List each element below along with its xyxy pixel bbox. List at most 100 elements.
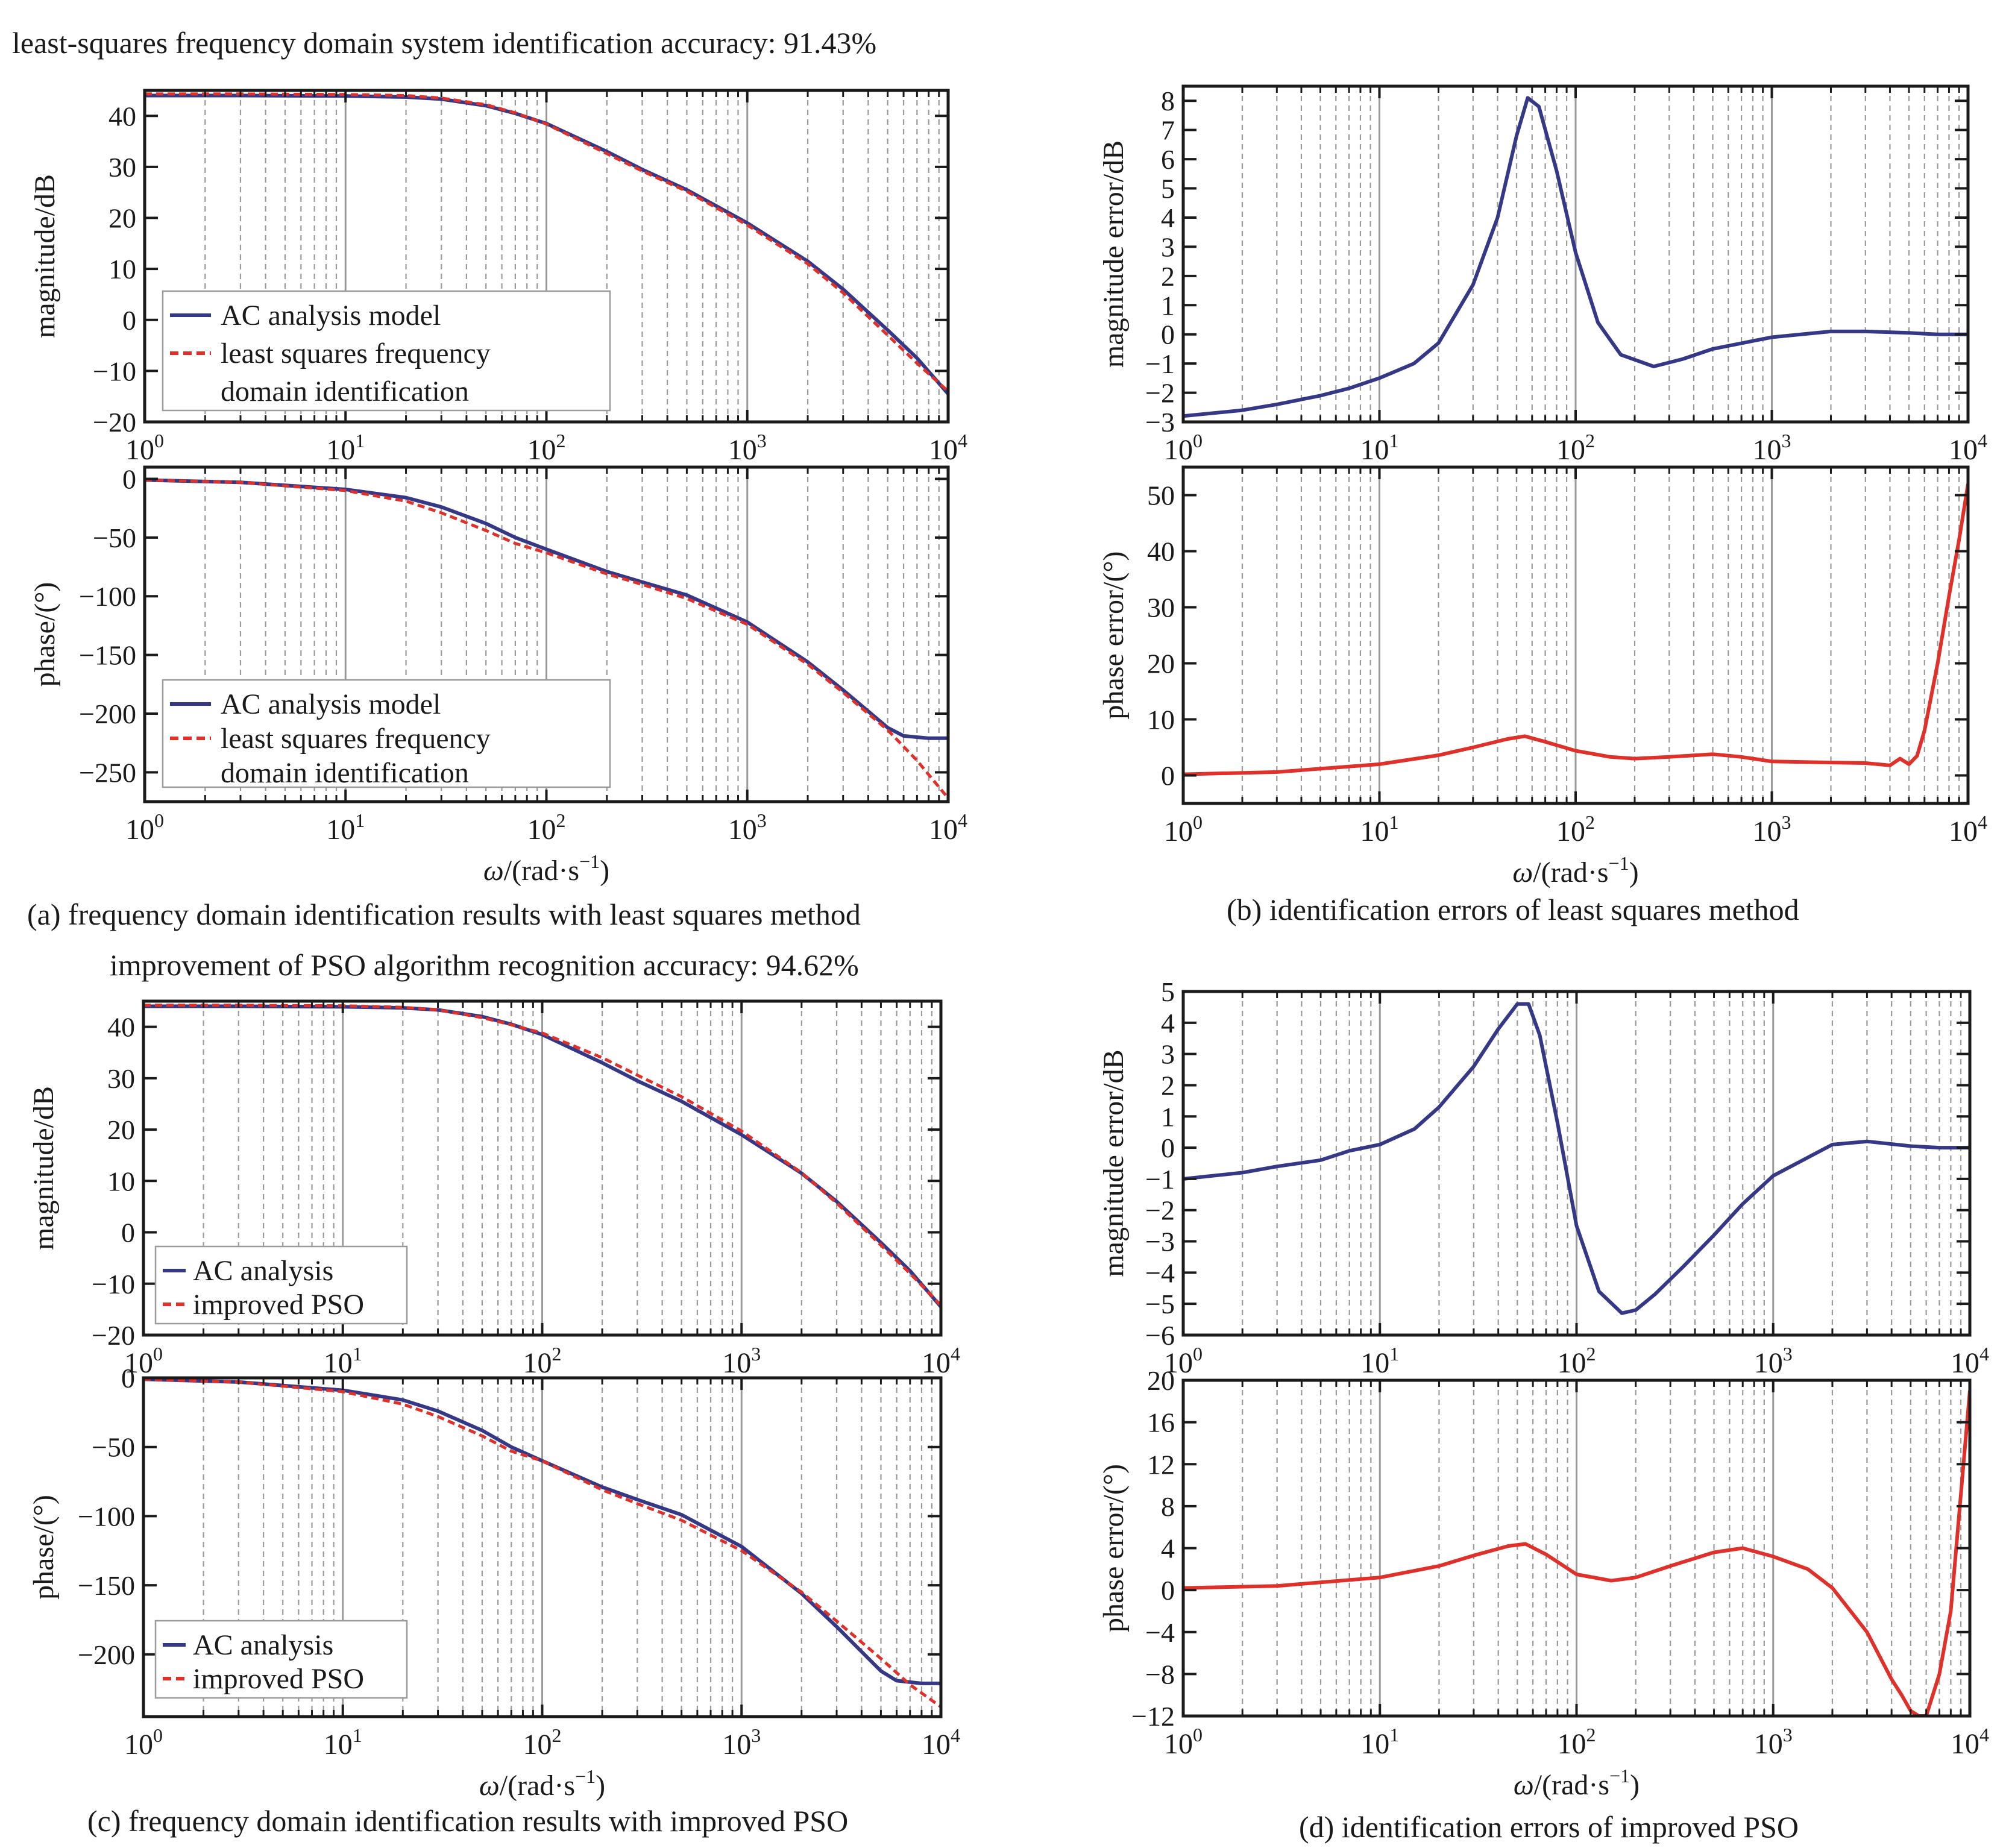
x-tick-exponent: 0: [154, 430, 164, 451]
y-tick-label: 20: [107, 1114, 135, 1145]
y-tick-label: −3: [1145, 407, 1175, 438]
y-tick-label: −12: [1131, 1701, 1175, 1732]
x-tick-label: 101: [1360, 430, 1399, 466]
x-tick-label: 103: [1754, 1343, 1793, 1379]
x-tick-exponent: 4: [958, 809, 967, 831]
y-tick-label: −100: [78, 1501, 135, 1532]
x-tick-label: 100: [124, 1724, 163, 1761]
x-tick-label: 102: [527, 430, 566, 466]
x-tick-label: 102: [1556, 811, 1595, 847]
y-tick-label: −20: [92, 1320, 135, 1351]
series-line-red-1: [143, 1378, 941, 1708]
legend-label: AC analysis: [193, 1629, 333, 1661]
x-tick-exponent: 3: [757, 430, 767, 451]
x-tick-exponent: 2: [1585, 811, 1595, 833]
y-axis-b_phase_err: 50 40 30 20 10 0: [1147, 480, 1968, 791]
y-tick-label: 5: [1161, 174, 1175, 204]
x-tick-exponent: 3: [757, 809, 767, 831]
y-tick-label: 6: [1161, 144, 1175, 175]
legend-label: improved PSO: [193, 1289, 364, 1321]
x-tick-label: 101: [324, 1343, 362, 1379]
y-tick-label: 12: [1147, 1449, 1175, 1480]
x-tick-exponent: 3: [1782, 811, 1791, 833]
y-tick-label: −50: [93, 523, 136, 553]
legend-label: AC analysis model: [221, 300, 441, 332]
x-axis-label-close: ): [596, 1770, 605, 1802]
y-tick-label: 16: [1147, 1407, 1175, 1438]
x-tick-exponent: 0: [153, 1343, 163, 1365]
y-tick-label: −10: [92, 1269, 135, 1300]
x-axis-label: ω/(rad·s−1): [1512, 852, 1638, 888]
y-tick-label: −2: [1145, 1195, 1175, 1226]
y-axis-label: magnitude/dB: [29, 174, 61, 338]
header-panel-c: improvement of PSO algorithm recognition…: [110, 948, 859, 982]
x-tick-label: 102: [523, 1343, 562, 1379]
y-tick-label: 0: [1161, 1575, 1175, 1606]
y-tick-label: 1: [1161, 290, 1175, 321]
x-axis-b_mag_err: 100 101 102 103 104: [1164, 86, 1987, 466]
y-tick-label: 8: [1161, 86, 1175, 116]
x-tick-exponent: 4: [951, 1724, 960, 1746]
x-axis-label-omega: ω: [1514, 1769, 1534, 1801]
y-tick-label: 40: [1147, 536, 1175, 567]
x-tick-exponent: 1: [1389, 1724, 1399, 1746]
x-axis-label-unit: /(rad·s: [1533, 856, 1608, 888]
x-tick-label: 102: [523, 1724, 562, 1761]
x-tick-label: 103: [1754, 1724, 1793, 1760]
y-tick-label: 4: [1161, 203, 1175, 233]
y-tick-label: 0: [122, 305, 136, 336]
x-axis-a_mag: 100 101 102 103 104: [125, 90, 967, 466]
y-tick-label: −10: [93, 356, 136, 386]
x-axis-label-unit: /(rad·s: [500, 1770, 575, 1802]
series-line-red-1: [145, 92, 948, 393]
y-tick-label: −150: [78, 1570, 135, 1601]
legend-box: [162, 290, 611, 412]
x-tick-exponent: 1: [353, 1343, 362, 1365]
x-tick-label: 104: [1951, 1343, 1989, 1379]
x-tick-exponent: 1: [355, 430, 365, 451]
y-tick-label: −1: [1145, 348, 1175, 379]
y-tick-label: −4: [1145, 1617, 1175, 1648]
x-tick-exponent: 3: [1783, 1724, 1793, 1746]
y-tick-label: −100: [79, 581, 136, 612]
y-tick-label: −200: [78, 1639, 135, 1670]
series-line-blue-0: [143, 1378, 941, 1685]
y-tick-label: 0: [121, 1363, 135, 1394]
x-axis-label-omega: ω: [479, 1770, 500, 1802]
legend-box: [154, 1245, 408, 1325]
x-tick-exponent: 4: [1978, 811, 1987, 833]
y-tick-label: 7: [1161, 115, 1175, 146]
y-tick-label: 30: [107, 1063, 135, 1094]
y-axis-label: magnitude/dB: [28, 1086, 60, 1250]
x-axis-label-unit: /(rad·s: [1534, 1769, 1609, 1801]
y-tick-label: 0: [122, 464, 136, 494]
series-line-blue-0: [145, 478, 948, 740]
x-tick-exponent: 2: [1586, 1724, 1596, 1746]
legend-label: least squares frequency: [221, 338, 491, 369]
y-tick-label: 4: [1161, 1008, 1175, 1039]
x-axis-label-exp: −1: [579, 850, 600, 872]
x-tick-label: 103: [728, 430, 767, 466]
y-tick-label: −50: [92, 1432, 135, 1463]
x-tick-exponent: 3: [1782, 430, 1791, 451]
x-tick-label: 100: [125, 809, 164, 846]
x-tick-exponent: 1: [353, 1724, 362, 1746]
y-tick-label: 20: [1147, 1365, 1175, 1396]
y-tick-label: −150: [79, 640, 136, 671]
x-tick-exponent: 1: [355, 809, 365, 831]
y-tick-label: 50: [1147, 480, 1175, 511]
grid-c_phase: [203, 1378, 932, 1717]
y-tick-label: −250: [79, 757, 136, 788]
x-tick-label: 101: [1360, 1724, 1399, 1760]
legend-label: domain identification: [221, 757, 469, 789]
x-tick-label: 100: [125, 430, 164, 466]
x-tick-label: 102: [1556, 430, 1595, 466]
x-axis-label-exp: −1: [1609, 1765, 1630, 1787]
